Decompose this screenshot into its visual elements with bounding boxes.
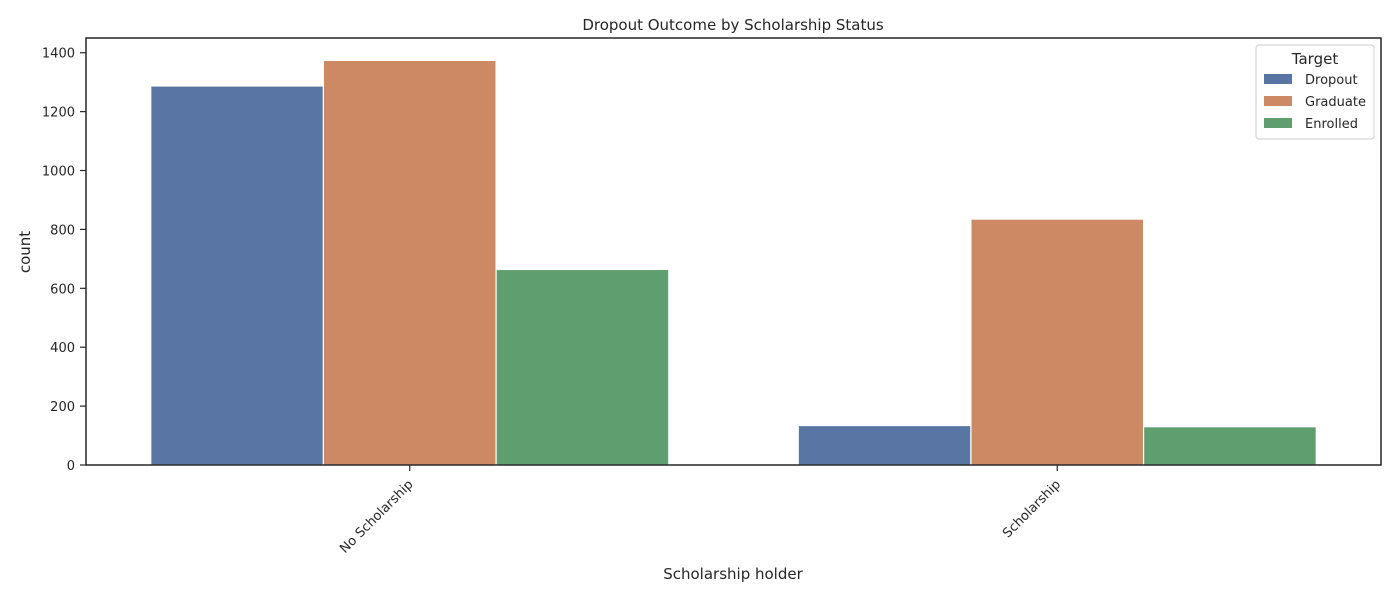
x-tick-label: Scholarship — [1000, 477, 1064, 541]
legend: Target Dropout Graduate Enrolled — [1255, 44, 1375, 140]
legend-swatch-enrolled — [1264, 118, 1292, 128]
legend-swatch-dropout — [1264, 74, 1292, 84]
y-tick-label: 1400 — [42, 47, 75, 62]
y-axis-label: count — [16, 231, 34, 273]
legend-swatch-graduate — [1264, 96, 1292, 106]
bars-layer — [150, 59, 1317, 466]
x-axis: No Scholarship Scholarship — [337, 465, 1064, 557]
y-tick-label: 200 — [50, 400, 75, 415]
bar-dropout-scholarship — [797, 424, 972, 466]
plot-frame — [85, 37, 1382, 466]
x-tick-label: No Scholarship — [337, 477, 416, 556]
bar-dropout-no-scholarship — [150, 85, 325, 466]
legend-box — [1255, 44, 1375, 140]
y-tick-label: 600 — [50, 282, 75, 297]
x-axis-label: Scholarship holder — [663, 565, 803, 583]
chart-title: Dropout Outcome by Scholarship Status — [582, 16, 884, 34]
y-tick-label: 400 — [50, 341, 75, 356]
y-tick-label: 800 — [50, 223, 75, 238]
legend-label-dropout: Dropout — [1305, 73, 1358, 88]
legend-title: Target — [1291, 50, 1339, 68]
bar-enrolled-scholarship — [1142, 426, 1317, 466]
y-tick-label: 1000 — [42, 165, 75, 180]
legend-label-graduate: Graduate — [1305, 95, 1366, 110]
bar-graduate-scholarship — [970, 218, 1145, 466]
y-tick-label: 0 — [67, 459, 75, 474]
bar-enrolled-no-scholarship — [495, 268, 670, 466]
y-tick-label: 1200 — [42, 106, 75, 121]
y-axis: 0 200 400 600 800 1000 1200 1400 — [42, 47, 86, 474]
bar-graduate-no-scholarship — [322, 59, 497, 466]
legend-label-enrolled: Enrolled — [1305, 117, 1358, 132]
